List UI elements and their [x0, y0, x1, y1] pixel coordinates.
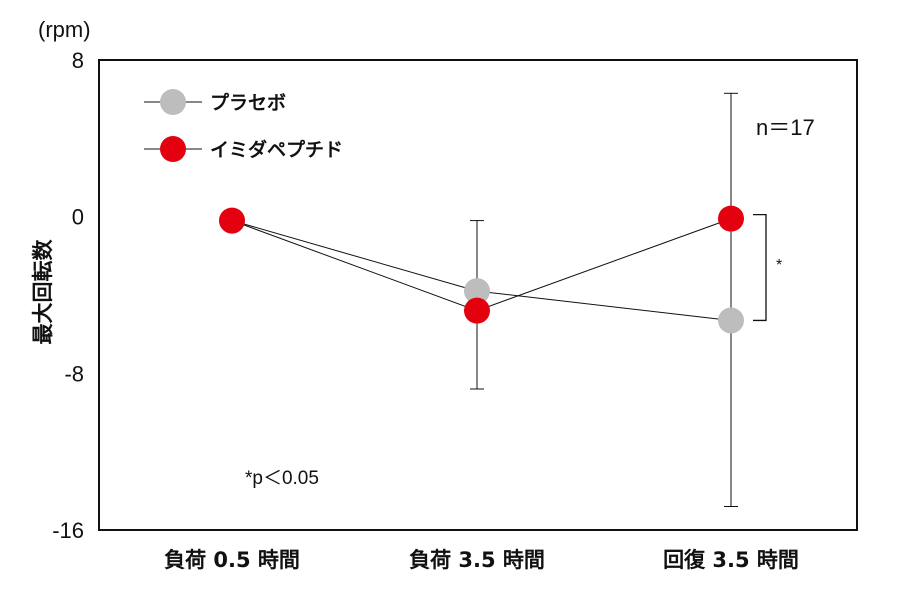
significance-bracket	[753, 213, 767, 322]
significance-mark: *	[776, 257, 782, 274]
legend-marker-placebo	[160, 89, 186, 115]
x-category-label: 負荷 0.5 時間	[164, 548, 300, 572]
error-bars	[470, 92, 738, 507]
data-point	[219, 207, 245, 234]
y-tick-label: -16	[52, 518, 84, 543]
legend-label-placebo: プラセボ	[210, 91, 286, 114]
data-point	[464, 278, 490, 305]
legend-label-imidazole: イミダペプチド	[210, 138, 343, 161]
data-point	[464, 297, 490, 324]
x-category-label: 負荷 3.5 時間	[409, 548, 545, 572]
y-tick-label: 0	[72, 205, 84, 230]
sample-size-label: n＝17	[756, 115, 815, 140]
plot-frame	[98, 59, 858, 531]
p-value-note: *p＜0.05	[245, 468, 319, 489]
data-point	[718, 205, 744, 232]
series-points	[219, 205, 744, 334]
data-point	[718, 307, 744, 334]
legend-marker-imidazole	[160, 136, 186, 162]
y-axis-title: 最大回転数	[31, 239, 55, 345]
y-tick-label: -8	[64, 361, 84, 386]
x-category-label: 回復 3.5 時間	[663, 548, 799, 572]
y-unit-label: (rpm)	[38, 17, 91, 42]
legend: プラセボ イミダペプチド	[144, 89, 343, 162]
y-tick-label: 8	[72, 48, 84, 73]
